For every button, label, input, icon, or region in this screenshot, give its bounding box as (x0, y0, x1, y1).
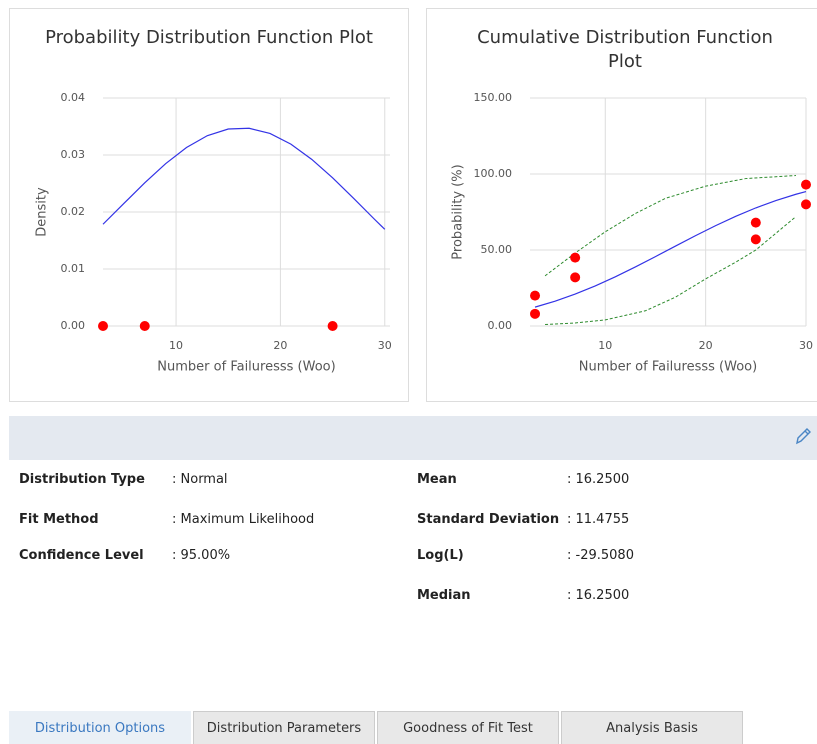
field-label: Confidence Level (19, 548, 144, 563)
x-tick-label: 20 (699, 339, 713, 352)
field-value: : Maximum Likelihood (172, 512, 315, 527)
field-label: Log(L) (417, 548, 464, 563)
point (327, 321, 338, 331)
y-axis-label: Density (35, 187, 50, 237)
y-tick-label: 0.04 (61, 91, 86, 104)
field-value: : Normal (172, 472, 228, 487)
x-tick-label: 10 (169, 339, 183, 352)
y-tick-label: 150.00 (474, 91, 513, 104)
chart-title: Probability Distribution Function Plot (45, 27, 373, 48)
field-value: : 11.4755 (567, 512, 630, 527)
line (544, 175, 796, 277)
field-value: : 95.00% (172, 548, 231, 563)
x-axis-label: Number of Failuresss (Woo) (579, 360, 757, 375)
y-tick-label: 0.00 (61, 319, 86, 332)
pdf-panel (9, 8, 409, 402)
x-axis-label: Number of Failuresss (Woo) (157, 360, 335, 375)
toolbar (9, 416, 817, 460)
field-label: Distribution Type (19, 472, 145, 487)
tab[interactable]: Goodness of Fit Test (377, 711, 559, 744)
charts: 0.00 0.01 0.02 0.03 0.04 10 20 30 Number of Fail… (35, 91, 814, 375)
x-tick-label: 10 (598, 339, 612, 352)
field-label: Mean (417, 472, 457, 487)
point (750, 217, 761, 228)
point (570, 272, 581, 283)
point (801, 179, 811, 190)
point (750, 234, 761, 245)
cdf-panel (426, 8, 817, 402)
y-tick-label: 0.02 (61, 205, 86, 218)
field-value: : -29.5080 (567, 548, 634, 563)
edit-icon[interactable] (793, 425, 813, 447)
line (102, 127, 386, 230)
y-tick-label: 50.00 (481, 243, 513, 256)
point (98, 321, 108, 331)
x-tick-label: 30 (799, 339, 813, 352)
field-label: Standard Deviation (417, 512, 560, 527)
y-tick-label: 0.03 (61, 148, 86, 161)
tab[interactable]: Distribution Parameters (193, 711, 375, 744)
field-label: Fit Method (19, 512, 99, 527)
y-axis-label: Probability (%) (451, 164, 466, 259)
x-tick-label: 30 (378, 339, 392, 352)
tab[interactable]: Analysis Basis (561, 711, 743, 744)
point (801, 199, 811, 210)
point (570, 252, 581, 263)
y-tick-label: 0.01 (61, 262, 86, 275)
chart-title: Cumulative Distribution Function Plot (477, 27, 773, 72)
line (545, 216, 797, 325)
line (534, 190, 807, 308)
y-tick-label: 0.00 (488, 319, 513, 332)
field-value: : 16.2500 (567, 588, 630, 603)
y-tick-label: 100.00 (474, 167, 513, 180)
x-tick-label: 20 (273, 339, 287, 352)
tab[interactable]: Distribution Options (9, 711, 191, 744)
point (530, 308, 541, 319)
point (139, 321, 150, 331)
field-value: : 16.2500 (567, 472, 630, 487)
point (530, 290, 541, 301)
field-label: Median (417, 588, 471, 603)
